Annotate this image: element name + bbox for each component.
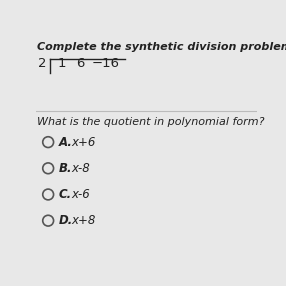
Text: x+6: x+6 [72, 136, 96, 149]
Text: x-8: x-8 [72, 162, 90, 175]
Text: −16: −16 [92, 57, 120, 70]
Text: 6: 6 [76, 57, 84, 70]
Text: C.: C. [59, 188, 72, 201]
Text: 2: 2 [38, 57, 47, 70]
Text: x+8: x+8 [72, 214, 96, 227]
Text: What is the quotient in polynomial form?: What is the quotient in polynomial form? [37, 118, 265, 128]
Text: B.: B. [59, 162, 72, 175]
Text: D.: D. [59, 214, 73, 227]
Text: A.: A. [59, 136, 73, 149]
Text: x-6: x-6 [72, 188, 90, 201]
Text: 1: 1 [57, 57, 66, 70]
Text: Complete the synthetic division problem below: Complete the synthetic division problem … [37, 42, 286, 52]
